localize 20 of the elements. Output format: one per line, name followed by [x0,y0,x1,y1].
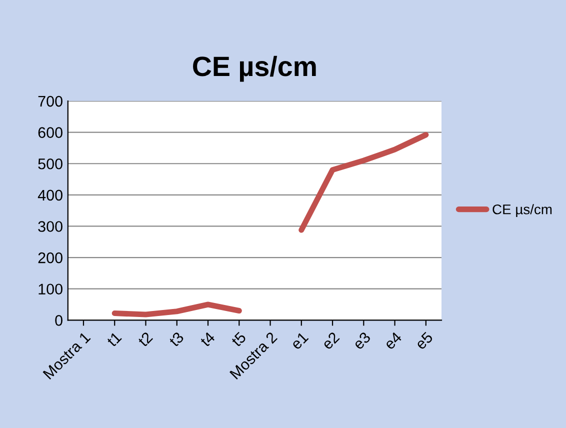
x-tick-label: e1 [290,331,309,350]
y-tick-label: 200 [38,252,62,264]
legend-label: CE µs/cm [492,204,552,218]
y-tick-label: 500 [38,158,62,170]
x-tick-label: t4 [200,331,216,348]
x-tick-label: e3 [352,331,372,350]
x-tick-label: e5 [414,331,434,350]
x-tick-label: t2 [137,331,154,348]
x-tick-label: e2 [321,331,340,350]
x-tick-label: e4 [384,331,402,350]
y-tick-label: 0 [55,315,62,326]
y-tick-label: 100 [38,284,62,295]
y-tick-label: 600 [38,127,62,138]
chart-title: CE µs/cm [193,56,316,82]
x-tick-label: t3 [168,331,184,348]
x-tick-label: t5 [230,331,247,348]
y-tick-label: 300 [38,221,62,232]
x-tick-label: t1 [106,331,122,348]
y-tick-label: 700 [38,96,62,107]
y-tick-label: 400 [38,190,62,201]
